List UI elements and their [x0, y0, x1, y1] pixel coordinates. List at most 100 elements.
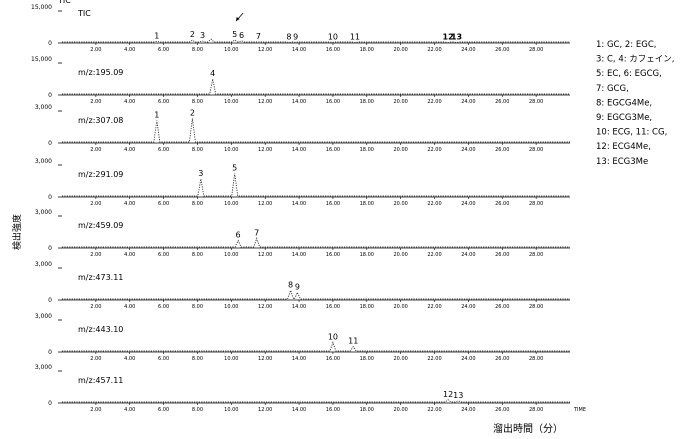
- x-tick-label: 8.00: [192, 304, 203, 310]
- legend-entry: 8: EGCG4Me,: [596, 98, 652, 108]
- y-tick-label-min: 0: [48, 245, 52, 252]
- x-tick-label: 26.00: [495, 304, 509, 310]
- panel-inner-label: TIC: [77, 9, 91, 18]
- x-tick-label: 18.00: [360, 407, 374, 413]
- x-tick-label: 18.00: [360, 47, 374, 53]
- x-tick-label: 14.00: [292, 201, 306, 207]
- x-tick-label: 18.00: [360, 147, 374, 153]
- x-tick-label: 22.00: [427, 201, 441, 207]
- x-tick-label: 16.00: [326, 201, 340, 207]
- x-tick-label: 16.00: [326, 252, 340, 258]
- x-tick-label: 2.00: [90, 304, 101, 310]
- x-tick-label: 28.00: [529, 252, 543, 258]
- x-tick-label: 2.00: [90, 407, 101, 413]
- peak-label: 2: [190, 108, 195, 117]
- x-tick-label: 26.00: [495, 201, 509, 207]
- x-tick-label: 20.00: [394, 99, 408, 105]
- y-tick-label-max: 15,000: [31, 4, 52, 11]
- panel-label: TIC: [57, 0, 71, 5]
- x-tick-label: 10.00: [224, 147, 238, 153]
- legend: 1: GC, 2: EGC, 3: C, 4: カフェイン, 5: EC, 6: E…: [596, 40, 675, 167]
- x-tick-label: 26.00: [495, 147, 509, 153]
- y-tick-label-max: 3,000: [35, 364, 52, 371]
- chromatogram-trace: [62, 38, 570, 44]
- x-tick-label: 10.00: [224, 407, 238, 413]
- x-tick-label: 20.00: [394, 252, 408, 258]
- y-axis-label: 検出強度: [11, 214, 23, 250]
- x-tick-label: 24.00: [461, 407, 475, 413]
- panel-label: m/z:457.11: [78, 376, 123, 385]
- x-tick-label: 6.00: [158, 252, 169, 258]
- panel-label: m/z:291.09: [78, 170, 123, 179]
- x-tick-label: 28.00: [529, 201, 543, 207]
- x-tick-label: 10.00: [224, 47, 238, 53]
- peak-label: 4: [210, 69, 215, 78]
- x-tick-label: 20.00: [394, 147, 408, 153]
- panel-label: m/z:459.09: [78, 221, 123, 230]
- peak-label: 6: [239, 31, 244, 40]
- y-tick-label-min: 0: [48, 400, 52, 407]
- x-tick-label: 12.00: [258, 356, 272, 362]
- x-tick-label: 18.00: [360, 252, 374, 258]
- legend-entry: 5: EC, 6: EGCG,: [596, 69, 662, 79]
- x-tick-label: 26.00: [495, 99, 509, 105]
- panel: 3,000 0 2.00 4.00 6.00 8.00 10.00 12.00 14.00 16.…: [35, 313, 570, 362]
- x-tick-label: 2.00: [90, 147, 101, 153]
- peak-label: 2: [190, 30, 195, 39]
- x-tick-label: 4.00: [124, 252, 135, 258]
- x-tick-label: 8.00: [192, 252, 203, 258]
- x-tick-label: 22.00: [427, 147, 441, 153]
- legend-entry: 1: GC, 2: EGC,: [596, 40, 656, 50]
- x-tick-label: 8.00: [192, 407, 203, 413]
- peak-label: 9: [293, 32, 298, 41]
- x-tick-label: 26.00: [495, 356, 509, 362]
- x-tick-label: 18.00: [360, 356, 374, 362]
- x-tick-label: 14.00: [292, 356, 306, 362]
- peak-label: 10: [328, 32, 338, 41]
- x-axis-label: 溜出時間（分）: [493, 422, 563, 435]
- x-tick-label: 4.00: [124, 147, 135, 153]
- x-tick-label: 10.00: [224, 201, 238, 207]
- x-tick-label: 24.00: [461, 304, 475, 310]
- x-tick-label: 22.00: [427, 99, 441, 105]
- peak-label: 12: [443, 33, 454, 42]
- x-tick-label: 8.00: [192, 201, 203, 207]
- x-tick-label: 28.00: [529, 47, 543, 53]
- peak-label: 1: [154, 111, 159, 120]
- x-tick-label: 18.00: [360, 99, 374, 105]
- x-tick-label: 12.00: [258, 252, 272, 258]
- peak-label: 9: [295, 283, 300, 292]
- y-tick-label-max: 3,000: [35, 313, 52, 320]
- x-tick-label: 16.00: [326, 47, 340, 53]
- x-tick-label: 14.00: [292, 252, 306, 258]
- x-tick-label: 2.00: [90, 99, 101, 105]
- peak-label: 7: [256, 32, 261, 41]
- panel: 3,000 0 2.00 4.00 6.00 8.00 10.00 12.00 14.00 16.…: [35, 261, 570, 310]
- panel-label: m/z:443.10: [78, 325, 123, 334]
- x-tick-label: 12.00: [258, 201, 272, 207]
- peak-label: 10: [328, 332, 338, 341]
- x-tick-label: 12.00: [258, 99, 272, 105]
- chromatogram-trace: [62, 78, 570, 95]
- x-tick-label: 14.00: [292, 47, 306, 53]
- x-tick-label: 18.00: [360, 304, 374, 310]
- legend-entry: 13: ECG3Me: [596, 157, 648, 167]
- x-tick-label: 10.00: [224, 252, 238, 258]
- x-tick-label: 10.00: [224, 304, 238, 310]
- x-tick-label: 20.00: [394, 356, 408, 362]
- x-tick-label: 22.00: [427, 47, 441, 53]
- peak-label: 11: [348, 337, 358, 346]
- legend-entry: 10: ECG, 11: CG,: [596, 128, 667, 138]
- peak-label: 13: [453, 391, 463, 400]
- x-tick-label: 26.00: [495, 252, 509, 258]
- y-tick-label-min: 0: [48, 140, 52, 147]
- x-tick-label: 12.00: [258, 147, 272, 153]
- x-tick-label: 22.00: [427, 252, 441, 258]
- x-tick-label: 2.00: [90, 201, 101, 207]
- panel: 3,000 0 2.00 4.00 6.00 8.00 10.00 12.00 14.00 16.…: [35, 104, 570, 153]
- x-tick-label: 26.00: [495, 47, 509, 53]
- x-tick-label: 16.00: [326, 304, 340, 310]
- peak-label: 11: [350, 32, 360, 41]
